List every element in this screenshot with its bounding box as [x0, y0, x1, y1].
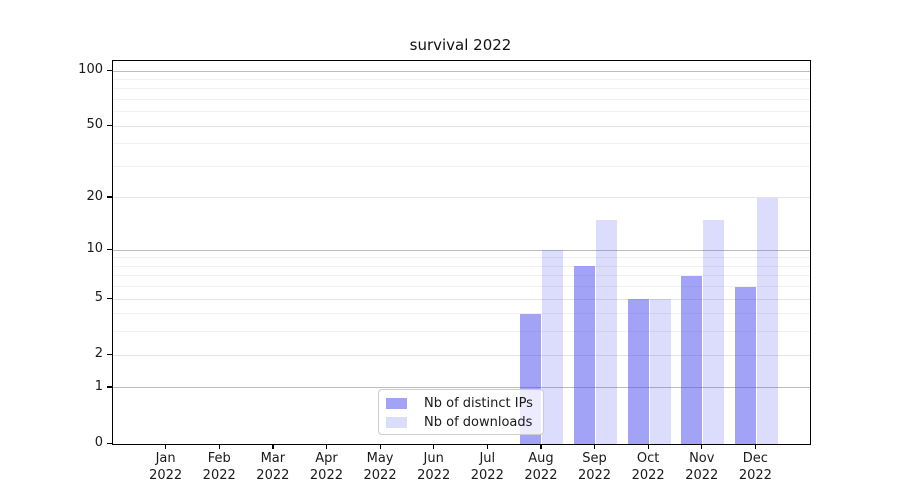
y-tick-label: 20	[86, 188, 103, 204]
x-tick-mark	[540, 444, 542, 449]
y-tick-label: 5	[94, 290, 103, 306]
bar-distinct-ips-sep	[574, 266, 596, 444]
x-tick-mark	[272, 444, 274, 449]
x-tick-mark	[165, 444, 167, 449]
bar-distinct-ips-oct	[627, 299, 649, 444]
legend: Nb of distinct IPs Nb of downloads	[378, 389, 544, 435]
y-gridline	[113, 387, 810, 389]
y-gridline	[113, 249, 810, 251]
y-gridline	[113, 70, 810, 72]
x-tick-mark	[647, 444, 649, 449]
x-tick-label: Sep 2022	[577, 451, 612, 483]
x-tick-label: Jun 2022	[417, 451, 451, 483]
y-tick-label: 10	[86, 241, 103, 257]
bar-downloads-dec	[756, 197, 778, 444]
y-gridline	[113, 78, 810, 80]
x-tick-mark	[754, 444, 757, 449]
y-tick-mark	[107, 248, 112, 250]
y-gridline	[113, 111, 810, 113]
x-tick-label: Mar 2022	[256, 451, 290, 483]
bar-downloads-oct	[649, 299, 671, 444]
y-gridline	[113, 286, 810, 288]
legend-label-distinct-ips: Nb of distinct IPs	[424, 396, 533, 411]
x-tick-mark	[218, 444, 220, 449]
x-tick-label: Dec 2022	[738, 451, 772, 483]
y-gridline	[113, 331, 810, 333]
y-gridline	[113, 197, 810, 199]
y-tick-mark	[107, 297, 112, 299]
x-tick-label: Oct 2022	[631, 451, 665, 483]
x-tick-label: Jul 2022	[470, 451, 504, 483]
y-tick-mark	[107, 353, 112, 355]
legend-label-downloads: Nb of downloads	[424, 415, 533, 430]
bar-distinct-ips-dec	[734, 286, 756, 444]
x-tick-mark	[701, 444, 703, 449]
legend-swatch-downloads	[386, 417, 407, 428]
y-tick-label: 100	[78, 62, 103, 77]
y-gridline	[113, 298, 810, 300]
y-tick-mark	[107, 124, 112, 126]
legend-swatch-distinct-ips	[386, 398, 407, 409]
y-gridline	[113, 165, 810, 167]
bar-distinct-ips-nov	[681, 275, 703, 444]
y-gridline	[113, 257, 810, 259]
x-tick-label: Nov 2022	[685, 451, 719, 483]
legend-row-distinct-ips: Nb of distinct IPs	[386, 394, 543, 413]
y-tick-label: 0	[94, 435, 103, 450]
x-tick-mark	[594, 444, 596, 449]
y-gridline	[113, 143, 810, 145]
x-tick-label: Jan 2022	[149, 451, 183, 483]
x-tick-mark	[486, 444, 488, 449]
plot-area: Nb of distinct IPs Nb of downloads	[112, 60, 811, 445]
y-gridline	[113, 88, 810, 90]
x-tick-label: May 2022	[363, 451, 397, 483]
y-gridline	[113, 265, 810, 267]
x-tick-mark	[325, 444, 328, 449]
y-gridline	[113, 354, 810, 356]
y-tick-label: 2	[94, 346, 103, 362]
chart-title: survival 2022	[409, 36, 512, 54]
x-tick-label: Feb 2022	[202, 451, 236, 483]
y-tick-label: 1	[94, 378, 103, 394]
bar-downloads-nov	[703, 219, 725, 444]
bar-downloads-sep	[596, 219, 618, 444]
y-tick-mark	[107, 69, 112, 71]
legend-row-downloads: Nb of downloads	[386, 413, 543, 432]
y-tick-mark	[107, 442, 112, 444]
y-gridline	[113, 313, 810, 315]
y-gridline	[113, 125, 810, 127]
x-tick-mark	[433, 444, 435, 449]
y-tick-mark	[107, 386, 112, 388]
x-tick-label: Aug 2022	[524, 451, 558, 483]
y-gridline	[113, 275, 810, 277]
x-tick-mark	[379, 444, 381, 449]
y-tick-label: 50	[86, 117, 103, 133]
bar-downloads-aug	[542, 250, 564, 444]
y-gridline	[113, 98, 810, 100]
y-tick-mark	[107, 196, 112, 198]
x-tick-label: Apr 2022	[309, 451, 343, 483]
